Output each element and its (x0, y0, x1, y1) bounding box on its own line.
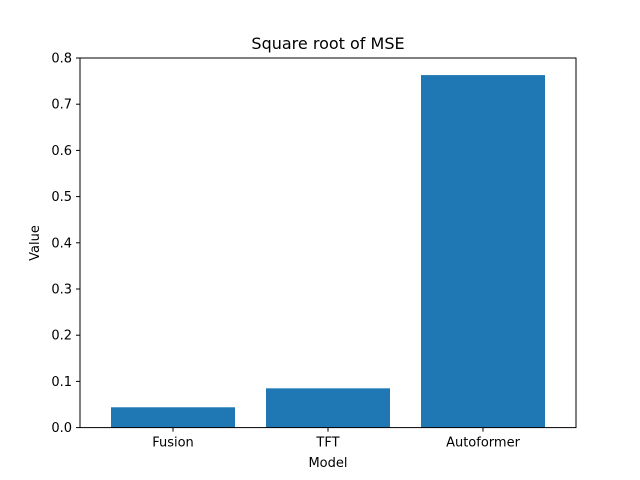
x-tick-label: Autoformer (446, 436, 520, 451)
x-tick-label: Fusion (152, 436, 194, 451)
bar-fusion (111, 407, 235, 428)
x-tick-label: TFT (315, 436, 339, 451)
y-tick-label: 0.6 (51, 144, 72, 159)
chart-title: Square root of MSE (251, 34, 404, 53)
y-tick-label: 0.2 (51, 329, 72, 344)
x-axis-ticks: Fusion TFT Autoformer (152, 427, 521, 451)
y-tick-label: 0.1 (51, 375, 72, 390)
y-tick-label: 0.7 (51, 98, 72, 113)
y-tick-label: 0.5 (51, 190, 72, 205)
y-axis-ticks: 0.0 0.1 0.2 0.3 0.4 0.5 0.6 0.7 0.8 (51, 52, 80, 436)
y-tick-label: 0.0 (51, 421, 72, 436)
y-tick-label: 0.4 (51, 236, 72, 251)
bar-tft (266, 388, 390, 428)
bar-autoformer (421, 75, 545, 428)
bar-group (111, 75, 545, 428)
x-axis-label: Model (308, 456, 347, 471)
plot-area-frame (79, 57, 577, 429)
y-axis-label: Value (28, 225, 43, 261)
y-tick-label: 0.3 (51, 283, 72, 298)
y-tick-label: 0.8 (51, 52, 72, 67)
